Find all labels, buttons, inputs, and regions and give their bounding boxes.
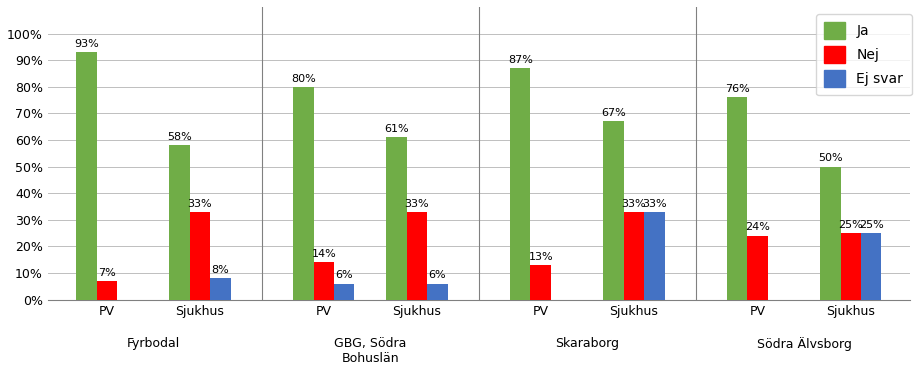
Text: 33%: 33% — [622, 199, 646, 209]
Legend: Ja, Nej, Ej svar: Ja, Nej, Ej svar — [816, 14, 911, 95]
Text: 25%: 25% — [859, 220, 884, 230]
Bar — [727, 98, 747, 300]
Bar — [510, 68, 530, 300]
Text: Södra Älvsborg: Södra Älvsborg — [757, 337, 852, 351]
Bar — [820, 167, 841, 300]
Bar — [530, 265, 551, 300]
Text: 8%: 8% — [212, 265, 229, 275]
Bar — [861, 233, 881, 300]
Text: 80%: 80% — [291, 74, 315, 84]
Text: 6%: 6% — [428, 270, 447, 280]
Text: 25%: 25% — [838, 220, 863, 230]
Text: Skaraborg: Skaraborg — [556, 337, 619, 350]
Text: 67%: 67% — [601, 108, 625, 118]
Bar — [170, 145, 190, 300]
Bar — [386, 137, 406, 300]
Text: 13%: 13% — [528, 252, 553, 262]
Text: 58%: 58% — [167, 132, 192, 142]
Text: 76%: 76% — [724, 84, 749, 94]
Bar — [603, 121, 624, 300]
Text: GBG, Södra
Bohuslän: GBG, Södra Bohuslän — [334, 337, 406, 365]
Text: 33%: 33% — [404, 199, 429, 209]
Bar — [210, 278, 230, 300]
Text: 33%: 33% — [188, 199, 212, 209]
Text: 6%: 6% — [336, 270, 353, 280]
Text: 61%: 61% — [384, 124, 409, 134]
Bar — [96, 281, 117, 300]
Bar — [644, 212, 665, 300]
Text: 50%: 50% — [818, 153, 843, 163]
Bar — [334, 283, 354, 300]
Text: 93%: 93% — [74, 39, 99, 49]
Text: 7%: 7% — [98, 268, 116, 278]
Bar — [190, 212, 210, 300]
Bar — [406, 212, 427, 300]
Text: Fyrbodal: Fyrbodal — [127, 337, 180, 350]
Bar — [747, 236, 768, 300]
Text: 33%: 33% — [642, 199, 667, 209]
Bar — [624, 212, 644, 300]
Bar — [76, 52, 96, 300]
Text: 14%: 14% — [312, 249, 337, 259]
Bar — [314, 262, 334, 300]
Text: 24%: 24% — [746, 222, 770, 232]
Bar — [427, 283, 447, 300]
Bar — [293, 87, 314, 300]
Bar — [841, 233, 861, 300]
Text: 87%: 87% — [508, 55, 533, 65]
